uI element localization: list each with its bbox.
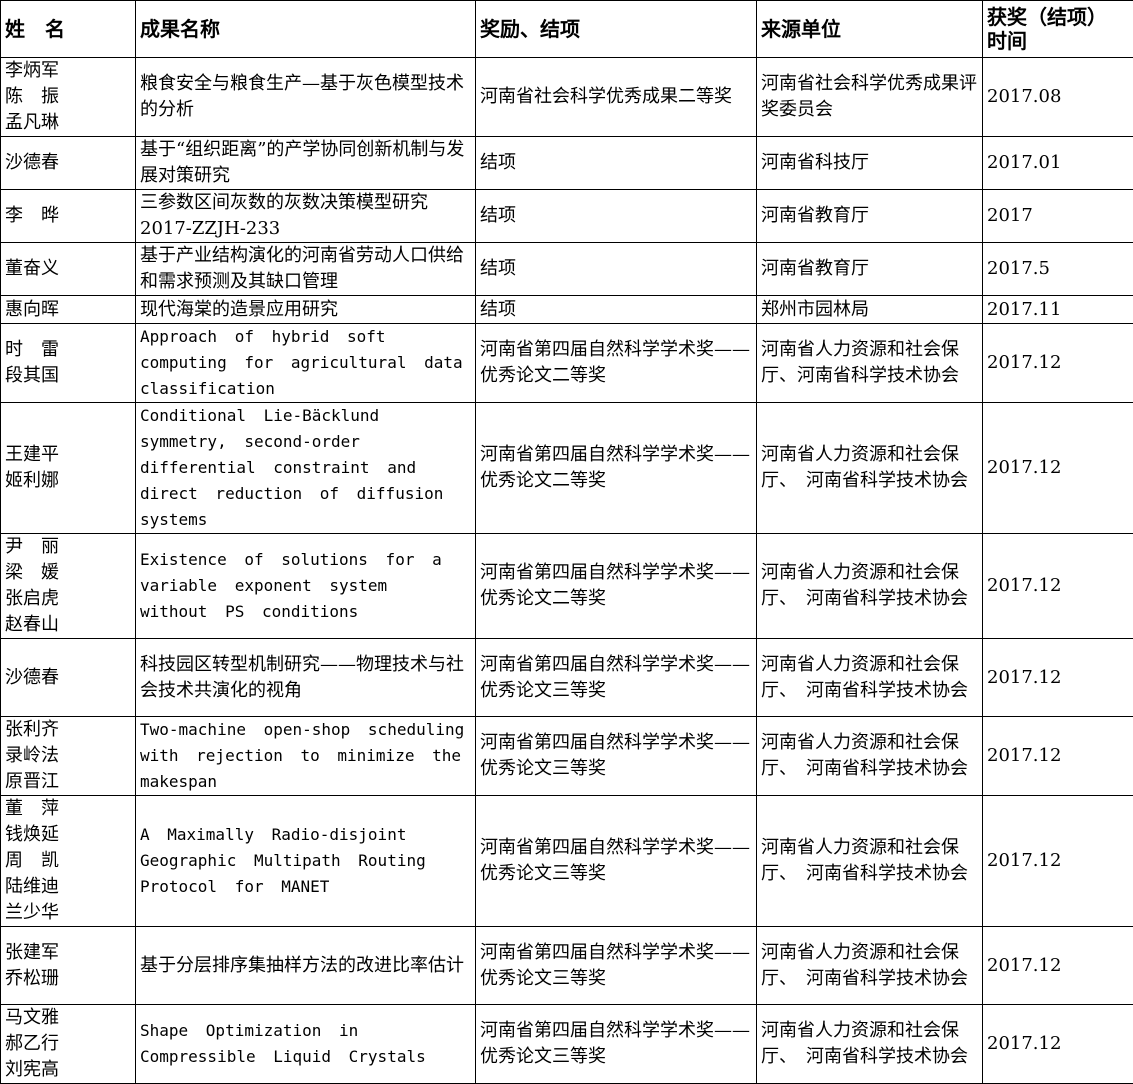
table-row: 董奋义基于产业结构演化的河南省劳动人口供给和需求预测及其缺口管理结项河南省教育厅… bbox=[1, 243, 1133, 296]
date-cell: 2017.11 bbox=[983, 296, 1133, 324]
date-cell: 2017 bbox=[983, 190, 1133, 243]
title-cell: 现代海棠的造景应用研究 bbox=[136, 296, 476, 324]
title-cell: A Maximally Radio-disjoint Geographic Mu… bbox=[136, 796, 476, 927]
award-cell: 河南省社会科学优秀成果二等奖 bbox=[476, 58, 757, 137]
award-cell: 结项 bbox=[476, 243, 757, 296]
table-row: 沙德春科技园区转型机制研究——物理技术与社会技术共演化的视角河南省第四届自然科学… bbox=[1, 639, 1133, 717]
names-cell: 王建平 姬利娜 bbox=[1, 403, 136, 534]
title-cell: Two-machine open-shop scheduling with re… bbox=[136, 717, 476, 796]
header-award: 奖励、结项 bbox=[476, 1, 757, 58]
date-cell: 2017.12 bbox=[983, 324, 1133, 403]
source-cell: 河南省人力资源和社会保厅、 河南省科学技术协会 bbox=[757, 927, 983, 1005]
date-cell: 2017.5 bbox=[983, 243, 1133, 296]
source-cell: 河南省人力资源和社会保厅、 河南省科学技术协会 bbox=[757, 796, 983, 927]
title-cell: 粮食安全与粮食生产—基于灰色模型技术的分析 bbox=[136, 58, 476, 137]
names-cell: 惠向晖 bbox=[1, 296, 136, 324]
names-cell: 时 雷 段其国 bbox=[1, 324, 136, 403]
names-cell: 沙德春 bbox=[1, 137, 136, 190]
title-cell: 三参数区间灰数的灰数决策模型研究2017-ZZJH-233 bbox=[136, 190, 476, 243]
date-cell: 2017.12 bbox=[983, 717, 1133, 796]
date-cell: 2017.08 bbox=[983, 58, 1133, 137]
date-cell: 2017.12 bbox=[983, 534, 1133, 639]
date-cell: 2017.12 bbox=[983, 403, 1133, 534]
header-source: 来源单位 bbox=[757, 1, 983, 58]
title-cell: 科技园区转型机制研究——物理技术与社会技术共演化的视角 bbox=[136, 639, 476, 717]
source-cell: 河南省教育厅 bbox=[757, 190, 983, 243]
header-date: 获奖（结项） 时间 bbox=[983, 1, 1133, 58]
table-row: 李炳军 陈 振 孟凡琳粮食安全与粮食生产—基于灰色模型技术的分析河南省社会科学优… bbox=[1, 58, 1133, 137]
source-cell: 河南省科技厅 bbox=[757, 137, 983, 190]
source-cell: 河南省人力资源和社会保厅、河南省科学技术协会 bbox=[757, 324, 983, 403]
title-cell: 基于“组织距离”的产学协同创新机制与发展对策研究 bbox=[136, 137, 476, 190]
names-cell: 张利齐 录岭法 原晋江 bbox=[1, 717, 136, 796]
source-cell: 河南省人力资源和社会保厅、 河南省科学技术协会 bbox=[757, 1005, 983, 1084]
names-cell: 尹 丽 梁 媛 张启虎 赵春山 bbox=[1, 534, 136, 639]
award-cell: 河南省第四届自然科学学术奖——优秀论文三等奖 bbox=[476, 639, 757, 717]
header-name: 姓 名 bbox=[1, 1, 136, 58]
title-cell: 基于分层排序集抽样方法的改进比率估计 bbox=[136, 927, 476, 1005]
date-cell: 2017.01 bbox=[983, 137, 1133, 190]
source-cell: 河南省人力资源和社会保厅、 河南省科学技术协会 bbox=[757, 403, 983, 534]
source-cell: 河南省人力资源和社会保厅、 河南省科学技术协会 bbox=[757, 717, 983, 796]
source-cell: 河南省社会科学优秀成果评奖委员会 bbox=[757, 58, 983, 137]
award-cell: 结项 bbox=[476, 137, 757, 190]
title-cell: 基于产业结构演化的河南省劳动人口供给和需求预测及其缺口管理 bbox=[136, 243, 476, 296]
award-cell: 河南省第四届自然科学学术奖——优秀论文二等奖 bbox=[476, 534, 757, 639]
title-cell: Conditional Lie-Bäcklund symmetry, secon… bbox=[136, 403, 476, 534]
award-cell: 河南省第四届自然科学学术奖——优秀论文三等奖 bbox=[476, 927, 757, 1005]
date-cell: 2017.12 bbox=[983, 927, 1133, 1005]
title-cell: Existence of solutions for a variable ex… bbox=[136, 534, 476, 639]
header-title: 成果名称 bbox=[136, 1, 476, 58]
date-cell: 2017.12 bbox=[983, 639, 1133, 717]
award-cell: 河南省第四届自然科学学术奖——优秀论文二等奖 bbox=[476, 403, 757, 534]
award-cell: 结项 bbox=[476, 296, 757, 324]
table-row: 张建军 乔松珊基于分层排序集抽样方法的改进比率估计河南省第四届自然科学学术奖——… bbox=[1, 927, 1133, 1005]
date-cell: 2017.12 bbox=[983, 1005, 1133, 1084]
names-cell: 董奋义 bbox=[1, 243, 136, 296]
names-cell: 李 晔 bbox=[1, 190, 136, 243]
title-cell: Approach of hybrid soft computing for ag… bbox=[136, 324, 476, 403]
names-cell: 张建军 乔松珊 bbox=[1, 927, 136, 1005]
award-cell: 河南省第四届自然科学学术奖——优秀论文三等奖 bbox=[476, 1005, 757, 1084]
names-cell: 董 萍 钱焕延 周 凯 陆维迪 兰少华 bbox=[1, 796, 136, 927]
award-cell: 河南省第四届自然科学学术奖——优秀论文三等奖 bbox=[476, 796, 757, 927]
award-cell: 结项 bbox=[476, 190, 757, 243]
names-cell: 沙德春 bbox=[1, 639, 136, 717]
date-cell: 2017.12 bbox=[983, 796, 1133, 927]
source-cell: 河南省教育厅 bbox=[757, 243, 983, 296]
names-cell: 李炳军 陈 振 孟凡琳 bbox=[1, 58, 136, 137]
award-cell: 河南省第四届自然科学学术奖——优秀论文三等奖 bbox=[476, 717, 757, 796]
names-cell: 马文雅 郝乙行 刘宪高 bbox=[1, 1005, 136, 1084]
award-cell: 河南省第四届自然科学学术奖——优秀论文二等奖 bbox=[476, 324, 757, 403]
source-cell: 河南省人力资源和社会保厅、 河南省科学技术协会 bbox=[757, 534, 983, 639]
header-row: 姓 名 成果名称 奖励、结项 来源单位 获奖（结项） 时间 bbox=[1, 1, 1133, 58]
source-cell: 河南省人力资源和社会保厅、 河南省科学技术协会 bbox=[757, 639, 983, 717]
source-cell: 郑州市园林局 bbox=[757, 296, 983, 324]
title-cell: Shape Optimization in Compressible Liqui… bbox=[136, 1005, 476, 1084]
